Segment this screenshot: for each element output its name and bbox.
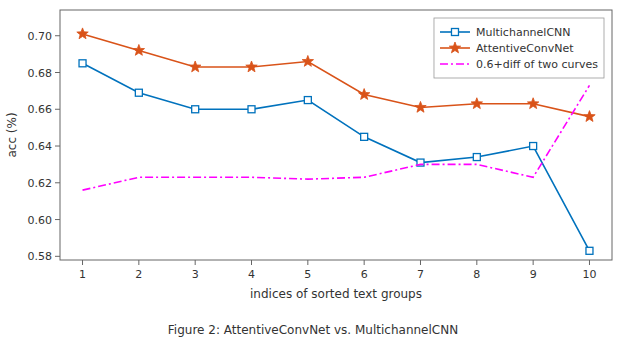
legend-marker — [449, 42, 460, 53]
point — [246, 61, 257, 72]
x-axis-label: indices of sorted text groups — [250, 287, 422, 301]
y-tick — [55, 182, 60, 183]
x-tick — [307, 260, 308, 265]
x-tick — [251, 260, 252, 265]
x-tick — [533, 260, 534, 265]
y-tick — [55, 219, 60, 220]
x-tick — [138, 260, 139, 265]
x-tick-label: 3 — [192, 268, 199, 281]
x-tick — [589, 260, 590, 265]
x-tick-label: 4 — [248, 268, 255, 281]
point — [527, 98, 538, 109]
point — [530, 143, 537, 150]
x-tick — [420, 260, 421, 265]
x-tick — [82, 260, 83, 265]
y-tick — [55, 256, 60, 257]
point — [133, 44, 144, 55]
x-tick — [195, 260, 196, 265]
legend-marker — [451, 29, 458, 36]
y-tick-label: 0.68 — [28, 67, 53, 80]
point — [304, 97, 311, 104]
x-tick-label: 7 — [417, 268, 424, 281]
x-tick — [364, 260, 365, 265]
point — [361, 133, 368, 140]
legend-label: AttentiveConvNet — [476, 42, 574, 55]
y-tick-label: 0.70 — [28, 30, 53, 43]
axes: 0.58 0.60 0.62 0.64 0.66 0.68 0.70 1 2 3 4 5 6 7 8 9 10 — [28, 10, 613, 281]
x-tick-label: 5 — [304, 268, 311, 281]
point — [77, 28, 88, 39]
series-line — [83, 63, 590, 251]
plot-frame — [60, 10, 612, 260]
point — [415, 101, 426, 112]
y-tick-label: 0.60 — [28, 214, 53, 227]
legend-swatch — [440, 63, 470, 65]
chart: 0.58 0.60 0.62 0.64 0.66 0.68 0.70 1 2 3 4 5 6 7 8 9 10 i… — [0, 0, 626, 348]
legend-label: MultichannelCNN — [476, 26, 571, 39]
y-tick — [55, 35, 60, 36]
y-tick-label: 0.62 — [28, 177, 53, 190]
y-tick — [55, 109, 60, 110]
caption: Figure 2: AttentiveConvNet vs. Multichan… — [168, 323, 458, 337]
point — [584, 111, 595, 122]
point — [135, 89, 142, 96]
point — [358, 89, 369, 100]
y-axis-label: acc (%) — [5, 112, 19, 157]
legend: MultichannelCNN AttentiveConvNet 0.6+diff … — [434, 18, 604, 78]
y-tick — [55, 146, 60, 147]
point — [189, 61, 200, 72]
point — [586, 247, 593, 254]
y-tick-label: 0.64 — [28, 140, 53, 153]
point — [79, 60, 86, 67]
point — [192, 106, 199, 113]
y-tick-label: 0.58 — [28, 250, 53, 263]
x-tick-label: 8 — [473, 268, 480, 281]
point — [473, 154, 480, 161]
x-tick-label: 9 — [530, 268, 537, 281]
x-tick — [476, 260, 477, 265]
series-line — [83, 85, 590, 190]
x-tick-label: 2 — [135, 268, 142, 281]
x-tick-label: 10 — [582, 268, 596, 281]
y-tick-label: 0.66 — [28, 103, 53, 116]
point — [302, 55, 313, 66]
y-tick — [55, 72, 60, 73]
x-tick-label: 6 — [361, 268, 368, 281]
point — [248, 106, 255, 113]
x-tick-label: 1 — [79, 268, 86, 281]
legend-label: 0.6+diff of two curves — [476, 58, 598, 71]
legend-box — [434, 18, 604, 78]
point — [471, 98, 482, 109]
